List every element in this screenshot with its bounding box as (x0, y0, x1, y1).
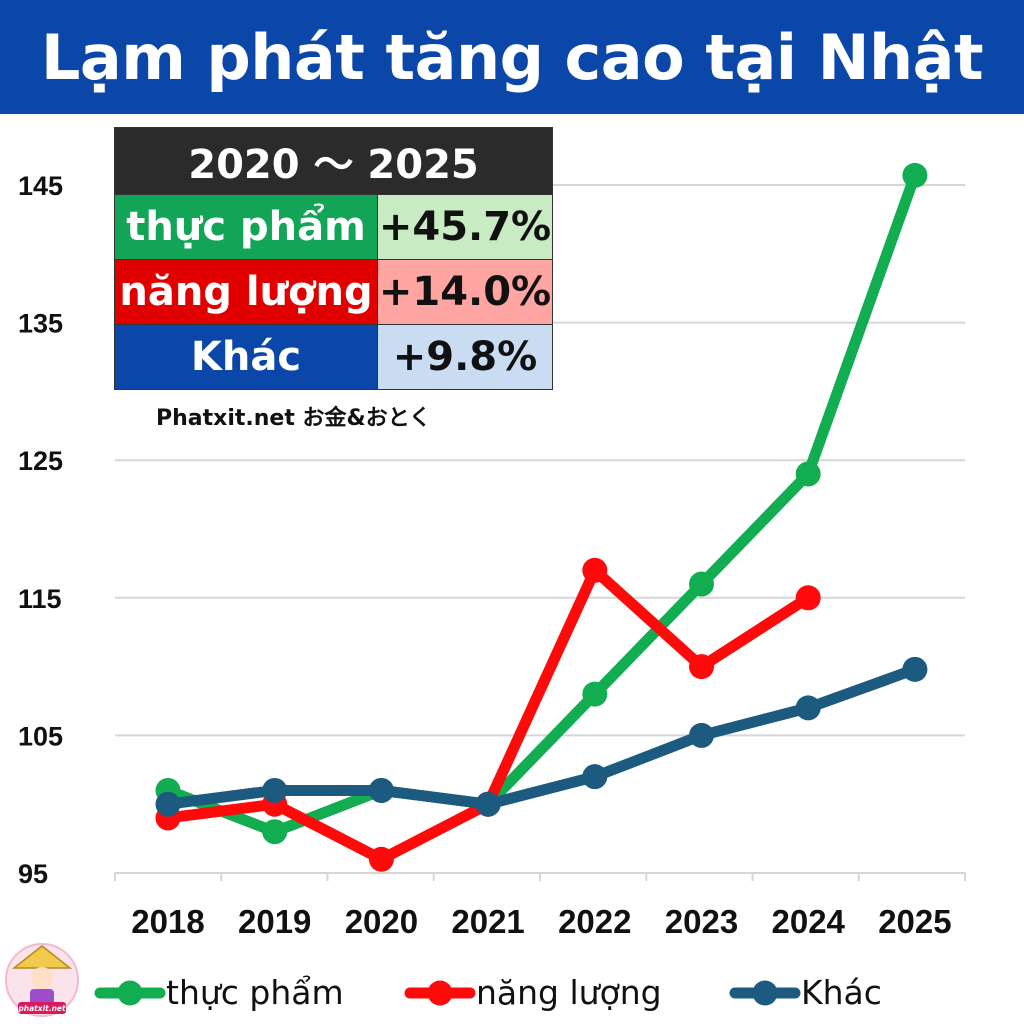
series-2 (155, 656, 928, 817)
logo-text: phatxit.net (17, 1004, 66, 1013)
y-tick-label-135: 135 (18, 309, 63, 339)
data-point-2-2025 (902, 656, 928, 682)
data-point-0-2019 (262, 819, 288, 845)
data-point-0-2025 (902, 162, 928, 188)
x-tick-label-2018: 2018 (131, 903, 204, 940)
x-tick-label-2023: 2023 (665, 903, 738, 940)
watermark-text: Phatxit.net お金&おとく (156, 406, 432, 431)
data-point-0-2023 (689, 571, 714, 597)
axes: 95 105 115 125 135 145 2018 2019 2020 2021 2022 202… (18, 171, 966, 940)
summary-table-header-row: 2020 ～ 2025 (114, 127, 553, 195)
x-tick-label-2019: 2019 (238, 903, 311, 940)
data-point-1-2024 (795, 585, 821, 611)
x-tick-label-2022: 2022 (558, 903, 631, 940)
series-line-0 (162, 169, 921, 838)
y-tick-label-145: 145 (18, 171, 63, 201)
legend-marker-1 (427, 980, 453, 1006)
title-bar: Lạm phát tăng cao tại Nhật (0, 0, 1024, 114)
summary-table: 2020 ～ 2025 thực phẩm +45.7% năng lượng … (114, 127, 553, 390)
summary-value-other: +9.8% (377, 324, 553, 390)
data-point-2-2022 (582, 764, 608, 790)
data-point-2-2023 (689, 722, 714, 748)
y-tick-label-105: 105 (18, 721, 63, 751)
summary-row-food: thực phẩm +45.7% (114, 194, 553, 260)
summary-row-other: Khác +9.8% (114, 324, 553, 390)
data-point-1-2022 (582, 557, 608, 583)
x-tick-label-2025: 2025 (878, 903, 951, 940)
y-tick-label-115: 115 (18, 584, 62, 614)
data-point-1-2020 (368, 846, 394, 872)
x-tick-label-2024: 2024 (771, 903, 845, 940)
series-lines (155, 162, 928, 872)
summary-table-header: 2020 ～ 2025 (114, 127, 553, 195)
x-tick-label-2020: 2020 (345, 903, 418, 940)
legend-label-0: thực phẩm (166, 973, 344, 1012)
y-tick-label-95: 95 (18, 859, 48, 889)
data-point-0-2022 (582, 681, 608, 707)
x-tick-label-2021: 2021 (451, 903, 524, 940)
series-line-2 (162, 663, 921, 810)
data-point-0-2024 (795, 461, 821, 487)
data-point-2-2021 (475, 791, 501, 817)
data-point-2-2018 (155, 791, 181, 817)
site-logo: phatxit.net (5, 943, 79, 1017)
summary-label-energy: năng lượng (114, 259, 378, 325)
legend-label-2: Khác (801, 973, 882, 1012)
summary-label-food: thực phẩm (114, 194, 378, 260)
summary-value-food: +45.7% (377, 194, 553, 260)
summary-label-other: Khác (114, 324, 378, 390)
page-title: Lạm phát tăng cao tại Nhật (40, 20, 984, 94)
summary-row-energy: năng lượng +14.0% (114, 259, 553, 325)
legend-label-1: năng lượng (476, 973, 662, 1012)
y-tick-label-125: 125 (18, 446, 63, 476)
legend-marker-2 (752, 980, 778, 1006)
data-point-2-2020 (368, 777, 394, 803)
summary-value-energy: +14.0% (377, 259, 553, 325)
data-point-1-2023 (689, 654, 714, 680)
data-point-2-2019 (262, 777, 288, 803)
data-point-2-2024 (795, 695, 821, 721)
legend: thực phẩm năng lượng Khác (94, 973, 882, 1012)
legend-marker-0 (117, 980, 143, 1006)
